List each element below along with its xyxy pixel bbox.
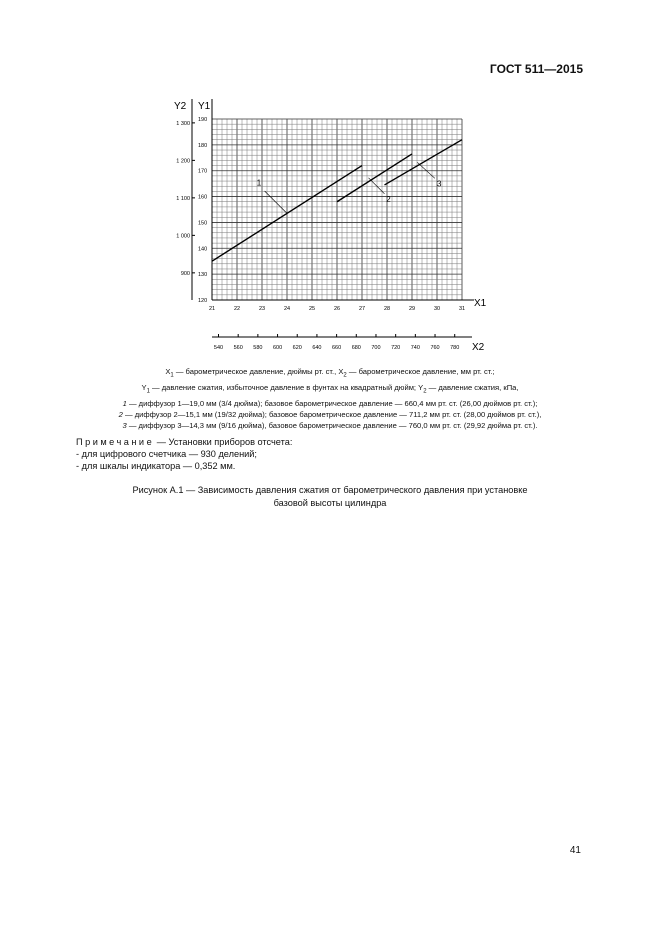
x1-tick-label: 29: [409, 306, 415, 312]
y1-axis-label: Y1: [198, 101, 211, 112]
series-line-3: [384, 139, 463, 186]
x1-tick-label: 31: [459, 306, 465, 312]
x1-tick-label: 24: [284, 306, 290, 312]
figure-legend: X1 — барометрическое давление, дюймы рт.…: [60, 366, 600, 432]
x2-tick-label: 640: [312, 345, 321, 351]
x2-tick-label: 740: [411, 345, 420, 351]
legend-item: 2 — диффузор 2—15,1 мм (19/32 дюйма); ба…: [118, 409, 542, 419]
y1-tick-label: 150: [198, 220, 207, 226]
legend-line: Y1 — давление сжатия, избыточное давлени…: [141, 382, 519, 395]
x2-tick-label: 720: [391, 345, 400, 351]
page-number: 41: [569, 845, 581, 856]
x2-tick-label: 680: [352, 345, 361, 351]
y1-tick-label: 140: [198, 246, 207, 252]
x2-tick-label: 560: [234, 345, 243, 351]
y1-tick-label: 120: [198, 298, 207, 304]
series-pointer-3: [417, 162, 436, 179]
document-id: ГОСТ 511—2015: [489, 62, 583, 76]
x1-tick-label: 23: [259, 306, 265, 312]
series-line-2: [336, 153, 413, 203]
legend-item: 1 — диффузор 1—19,0 мм (3/4 дюйма); базо…: [122, 398, 538, 408]
x2-tick-label: 660: [332, 345, 341, 351]
x1-tick-label: 28: [384, 306, 390, 312]
y2-tick-label: 1 000: [176, 233, 190, 239]
y1-tick-label: 160: [198, 195, 207, 201]
y1-tick-label: 190: [198, 117, 207, 123]
x1-tick-label: 27: [359, 306, 365, 312]
y1-tick-label: 170: [198, 169, 207, 175]
series-label-1: 1: [257, 178, 262, 187]
x2-axis-label: X2: [472, 342, 485, 353]
x1-tick-label: 22: [234, 306, 240, 312]
figure-caption: Рисунок А.1 — Зависимость давления сжати…: [132, 485, 528, 508]
legend-item: 3 — диффузор 3—14,3 мм (9/16 дюйма), баз…: [122, 421, 538, 431]
y1-tick-label: 180: [198, 143, 207, 149]
x1-tick-label: 26: [334, 306, 340, 312]
series-pointer-2: [368, 177, 385, 195]
y1-tick-label: 130: [198, 272, 207, 278]
y2-tick-label: 900: [181, 271, 190, 277]
y2-tick-label: 1 100: [176, 196, 190, 202]
note: Примечание — Установки приборов отсчета:…: [76, 437, 293, 471]
x2-tick-label: 580: [253, 345, 262, 351]
x1-tick-label: 21: [209, 306, 215, 312]
x2-tick-label: 700: [371, 345, 380, 351]
series-label-2: 2: [386, 195, 391, 204]
series-label-3: 3: [437, 179, 442, 188]
y2-tick-label: 1 300: [176, 121, 190, 127]
x2-tick-label: 780: [450, 345, 459, 351]
x1-tick-label: 25: [309, 306, 315, 312]
note-item: - для шкалы индикатора — 0,352 мм.: [76, 461, 236, 471]
x1-axis-label: X1: [474, 298, 487, 309]
note-title: Примечание: [76, 437, 155, 447]
series-pointer-1: [264, 190, 288, 214]
x2-tick-label: 760: [430, 345, 439, 351]
x2-tick-label: 600: [273, 345, 282, 351]
y2-axis-label: Y2: [174, 101, 187, 112]
x1-tick-label: 30: [434, 306, 440, 312]
x2-tick-label: 620: [293, 345, 302, 351]
note-item: - для цифрового счетчика — 930 делений;: [76, 449, 257, 459]
y2-tick-label: 1 200: [176, 158, 190, 164]
x2-tick-label: 540: [214, 345, 223, 351]
legend-line: X1 — барометрическое давление, дюймы рт.…: [165, 367, 495, 379]
